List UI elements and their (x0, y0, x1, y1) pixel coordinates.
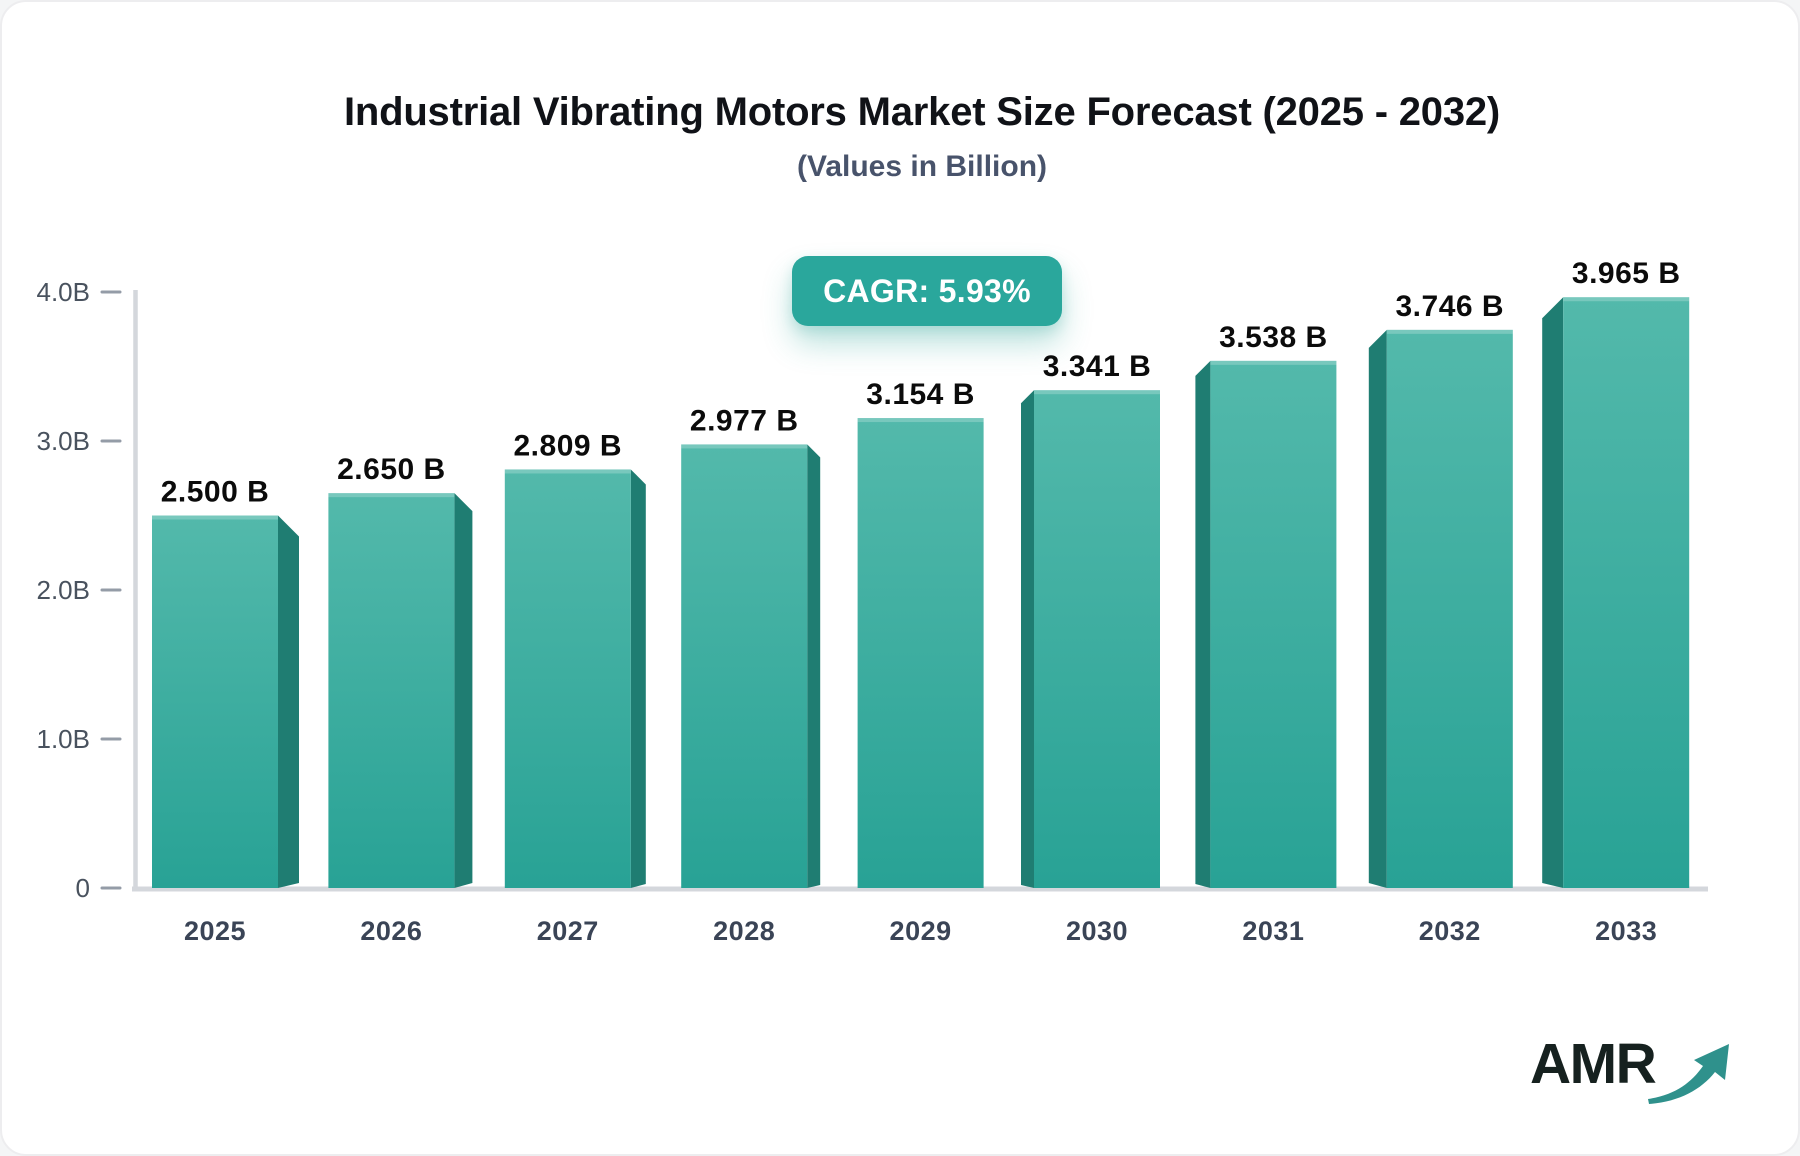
bar-top-highlight (1034, 390, 1160, 395)
bar-front-face (1034, 390, 1160, 888)
bar-value-label: 3.746 B (1396, 290, 1505, 323)
bar-value-label: 3.154 B (866, 378, 975, 411)
chart-header: Industrial Vibrating Motors Market Size … (42, 90, 1798, 184)
bar-front-face (328, 493, 455, 888)
x-axis-label: 2026 (360, 916, 422, 946)
chart-title: Industrial Vibrating Motors Market Size … (343, 90, 1501, 134)
bar-2028 (681, 444, 821, 888)
bar-front-face (504, 469, 631, 888)
labels-layer: 2.500 B 2025 2.650 B 2026 2.809 B 2027 2.977 B… (161, 257, 1681, 946)
bar-top-highlight (857, 418, 984, 423)
bar-2025 (152, 515, 299, 888)
amr-logo-text: AMR (1530, 1032, 1657, 1096)
bar-front-face (1563, 297, 1690, 889)
cagr-badge-label: CAGR: 5.93% (823, 272, 1031, 309)
bar-2029 (857, 418, 984, 888)
bar-side-face (278, 515, 299, 888)
bar-top-highlight (152, 515, 278, 520)
bar-front-face (152, 515, 278, 888)
bar-value-label: 2.500 B (161, 476, 270, 509)
bar-front-face (857, 418, 984, 888)
bar-2030 (1021, 390, 1160, 888)
bar-side-face (630, 469, 646, 888)
x-axis-label: 2027 (537, 916, 599, 946)
bar-side-face (1542, 297, 1564, 889)
x-axis-label: 2028 (713, 916, 775, 946)
chart-subtitle: (Values in Billion) (796, 150, 1048, 183)
bar-front-face (681, 444, 808, 888)
y-axis-label: 1.0B (37, 724, 91, 754)
bar-side-face (1195, 360, 1211, 888)
bar-value-label: 2.809 B (514, 429, 623, 462)
bar-top-highlight (1563, 297, 1690, 302)
bar-top-highlight (504, 469, 631, 474)
axis-layer: 0 1.0B 2.0B 3.0B 4.0B (37, 277, 1708, 903)
bar-2027 (504, 469, 646, 888)
x-axis-label: 2029 (890, 916, 952, 946)
bar-2026 (328, 493, 473, 888)
bar-value-label: 3.341 B (1043, 350, 1152, 383)
bar-side-face (454, 493, 473, 888)
bars-layer (152, 297, 1690, 889)
x-axis-label: 2032 (1419, 916, 1481, 946)
y-axis-label: 2.0B (37, 575, 91, 605)
bar-side-face (807, 444, 821, 888)
bar-top-highlight (1210, 360, 1337, 365)
bar-value-label: 2.977 B (690, 404, 799, 437)
bar-front-face (1210, 360, 1337, 888)
x-axis-label: 2030 (1066, 916, 1128, 946)
y-axis-label: 4.0B (37, 277, 91, 307)
bar-2032 (1368, 329, 1513, 888)
bar-top-highlight (328, 493, 455, 498)
bar-2033 (1542, 297, 1690, 889)
x-axis-label: 2025 (184, 916, 246, 946)
growth-arrow-icon (1648, 1044, 1730, 1104)
bar-top-highlight (1386, 329, 1513, 334)
bar-front-face (1386, 329, 1513, 888)
x-axis-label: 2031 (1242, 916, 1304, 946)
y-axis-label: 3.0B (37, 426, 91, 456)
bar-side-face (1368, 329, 1387, 888)
bar-2031 (1195, 360, 1337, 888)
bar-top-highlight (681, 444, 808, 449)
cagr-badge: CAGR: 5.93% (792, 256, 1062, 326)
bar-side-face (1021, 390, 1034, 888)
y-axis-label: 0 (76, 873, 90, 903)
amr-logo: AMR (1530, 1036, 1737, 1106)
bar-value-label: 3.538 B (1219, 321, 1328, 354)
bar-value-label: 3.965 B (1572, 257, 1681, 290)
bar-value-label: 2.650 B (337, 453, 446, 486)
x-axis-label: 2033 (1595, 916, 1657, 946)
